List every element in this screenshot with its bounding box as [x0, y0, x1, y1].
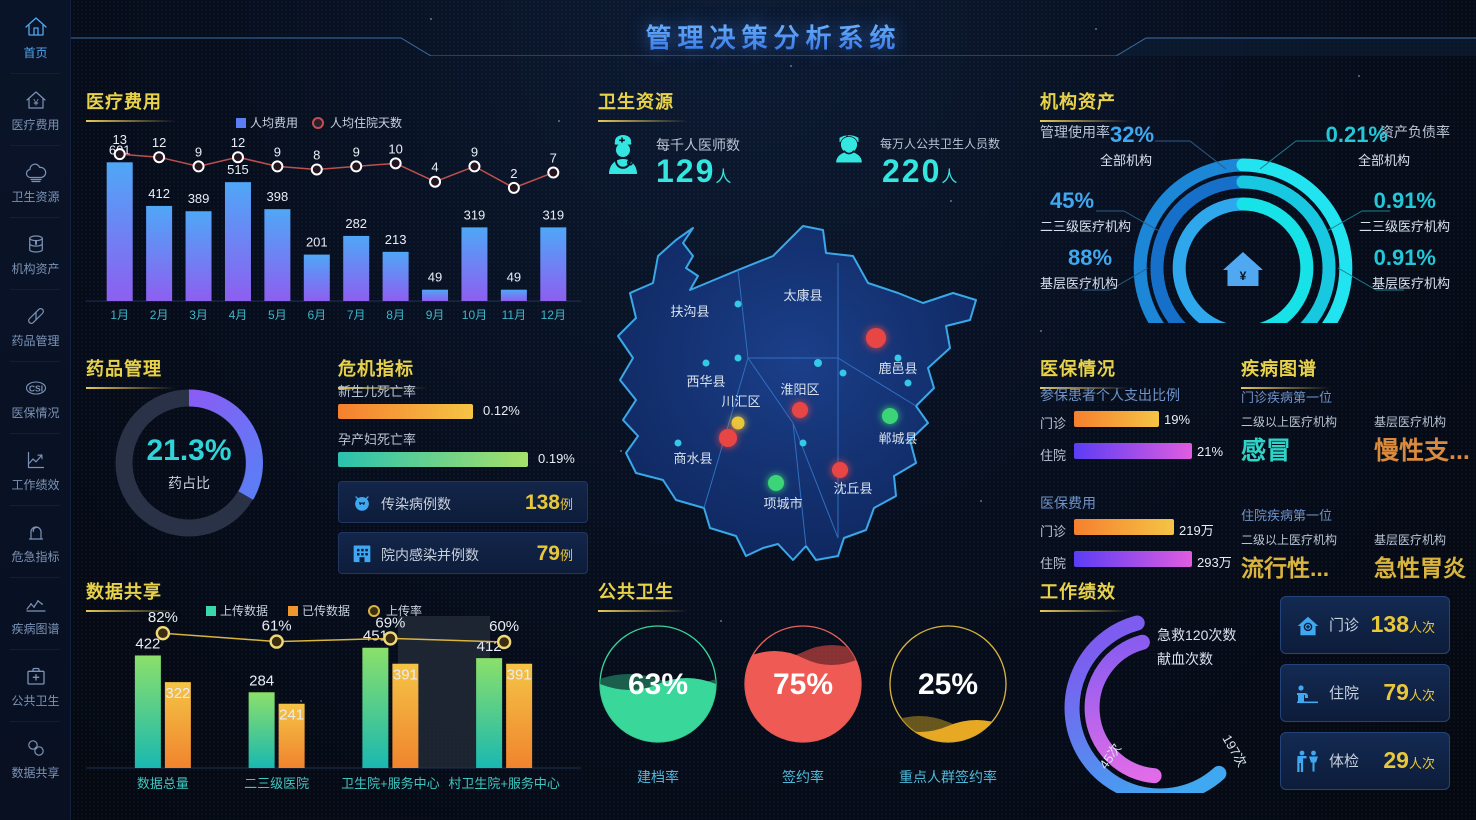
svg-text:82%: 82%: [148, 609, 178, 626]
svg-text:282: 282: [345, 216, 367, 231]
svg-text:4: 4: [431, 160, 438, 175]
svg-text:淮阳区: 淮阳区: [780, 382, 819, 397]
svg-text:11月: 11月: [502, 308, 526, 322]
svg-text:献血次数: 献血次数: [1157, 651, 1213, 667]
svg-text:389: 389: [188, 191, 210, 206]
svg-text:人均费用: 人均费用: [250, 116, 298, 130]
svg-text:21.3%: 21.3%: [146, 434, 231, 467]
svg-text:扶沟县: 扶沟县: [670, 304, 709, 319]
svg-text:2: 2: [510, 166, 517, 181]
svg-text:建档率: 建档率: [637, 769, 679, 785]
svg-text:鹿邑县: 鹿邑县: [878, 361, 917, 376]
svg-text:人均住院天数: 人均住院天数: [330, 116, 402, 130]
svg-text:10月: 10月: [462, 308, 487, 322]
svg-text:CSI: CSI: [28, 383, 42, 393]
svg-text:241: 241: [279, 707, 304, 724]
svg-text:391: 391: [393, 667, 418, 684]
svg-text:沈丘县: 沈丘县: [833, 481, 872, 496]
svg-text:319: 319: [464, 207, 486, 222]
svg-text:卫生院+服务中心: 卫生院+服务中心: [341, 776, 440, 791]
svg-text:319: 319: [542, 207, 564, 222]
svg-text:6月: 6月: [307, 308, 326, 322]
svg-text:郸城县: 郸城县: [878, 431, 917, 446]
svg-text:数据总量: 数据总量: [137, 776, 189, 791]
svg-text:75%: 75%: [773, 668, 833, 701]
svg-text:1月: 1月: [110, 308, 129, 322]
svg-text:12月: 12月: [541, 308, 566, 322]
svg-text:4月: 4月: [229, 308, 248, 322]
svg-text:¥: ¥: [32, 98, 39, 109]
svg-text:49: 49: [507, 270, 521, 285]
svg-text:西华县: 西华县: [686, 374, 725, 389]
svg-text:已传数据: 已传数据: [302, 604, 350, 618]
svg-text:8月: 8月: [386, 308, 405, 322]
svg-text:63%: 63%: [628, 668, 688, 701]
svg-text:197次: 197次: [1219, 732, 1249, 770]
svg-text:12: 12: [231, 135, 245, 150]
svg-text:9月: 9月: [426, 308, 445, 322]
svg-text:25%: 25%: [918, 668, 978, 701]
svg-text:322: 322: [165, 685, 190, 702]
svg-text:515: 515: [227, 162, 249, 177]
svg-text:60%: 60%: [489, 618, 519, 635]
svg-text:69%: 69%: [375, 614, 405, 631]
svg-text:川汇区: 川汇区: [721, 394, 760, 409]
svg-text:9: 9: [471, 144, 478, 159]
svg-text:急救120次数: 急救120次数: [1157, 627, 1236, 643]
svg-text:二三级医院: 二三级医院: [244, 776, 309, 791]
svg-text:3月: 3月: [189, 308, 208, 322]
svg-text:10: 10: [388, 141, 402, 156]
svg-text:9: 9: [353, 144, 360, 159]
svg-text:上传数据: 上传数据: [220, 604, 268, 618]
svg-text:201: 201: [306, 235, 328, 250]
svg-text:项城市: 项城市: [763, 496, 802, 511]
svg-text:重点人群签约率: 重点人群签约率: [899, 769, 997, 785]
svg-text:422: 422: [135, 635, 160, 652]
svg-text:13: 13: [112, 132, 126, 147]
svg-text:213: 213: [385, 232, 407, 247]
svg-text:9: 9: [274, 144, 281, 159]
svg-text:61%: 61%: [262, 618, 292, 635]
svg-text:村卫生院+服务中心: 村卫生院+服务中心: [448, 776, 560, 791]
svg-text:¥: ¥: [1240, 269, 1247, 283]
svg-text:2月: 2月: [150, 308, 169, 322]
svg-text:药占比: 药占比: [168, 475, 210, 491]
svg-text:签约率: 签约率: [782, 769, 824, 785]
svg-text:8: 8: [313, 147, 320, 162]
svg-text:49: 49: [428, 270, 442, 285]
svg-text:9: 9: [195, 144, 202, 159]
svg-text:7月: 7月: [347, 308, 366, 322]
svg-text:商水县: 商水县: [673, 451, 712, 466]
svg-text:12: 12: [152, 135, 166, 150]
svg-text:7: 7: [550, 151, 557, 166]
svg-text:391: 391: [507, 667, 532, 684]
svg-text:5月: 5月: [268, 308, 287, 322]
svg-text:398: 398: [267, 189, 289, 204]
svg-text:太康县: 太康县: [783, 288, 822, 303]
svg-text:284: 284: [249, 672, 274, 689]
svg-text:412: 412: [148, 186, 170, 201]
